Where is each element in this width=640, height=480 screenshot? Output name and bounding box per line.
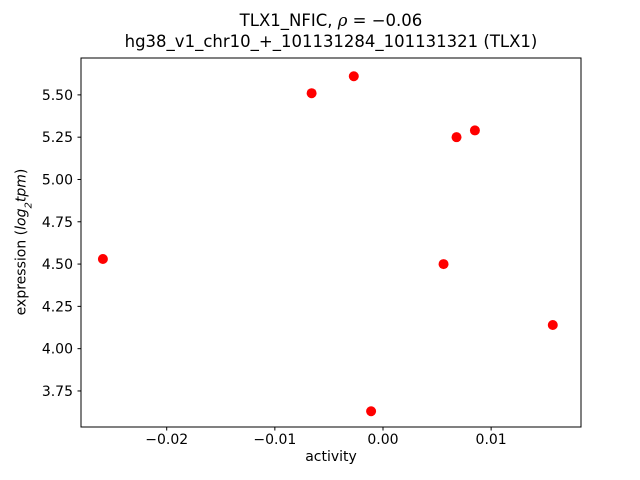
data-point [469,125,480,136]
y-tick-label: 5.00 [42,172,73,188]
rho-symbol: ρ [337,11,348,30]
y-tick-label: 4.25 [42,299,73,315]
y-tick-label: 4.75 [42,215,73,231]
data-point [306,88,317,99]
chart-title: TLX1_NFIC, ρ = −0.06 [81,11,581,31]
x-tick-label: 0.01 [476,432,507,448]
axes-box [80,57,582,428]
data-point [547,319,558,330]
data-point [97,253,108,264]
data-point [451,132,462,143]
chart-subtitle: hg38_v1_chr10_+_101131284_101131321 (TLX… [124,32,538,51]
y-tick-label: 3.75 [42,384,73,400]
data-point [348,71,359,82]
y-tick-label: 5.25 [42,130,73,146]
x-tick-label: −0.02 [145,432,188,448]
data-point [438,259,449,270]
data-point [366,406,377,417]
x-axis-label: activity [305,449,357,465]
y-tick-label: 5.50 [42,88,73,104]
x-tick-label: 0.00 [367,432,398,448]
chart-title-prefix: TLX1_NFIC, [239,11,338,30]
x-tick-label: −0.01 [253,432,296,448]
y-tick-label: 4.50 [42,257,73,273]
y-tick-label: 4.00 [42,342,73,358]
chart-title-suffix: = −0.06 [347,11,423,30]
